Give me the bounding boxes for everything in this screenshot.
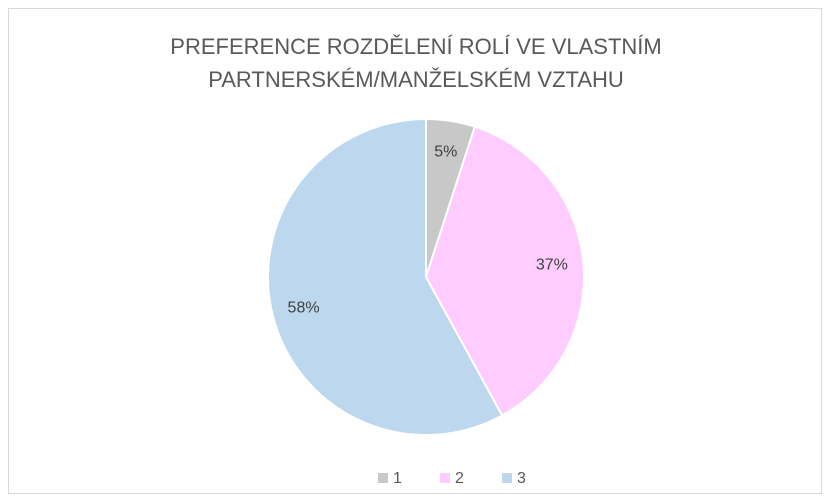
legend-swatch xyxy=(502,473,512,483)
legend-swatch xyxy=(440,473,450,483)
legend-label: 3 xyxy=(517,470,526,487)
legend-swatch xyxy=(378,473,388,483)
data-label: 58% xyxy=(288,300,320,317)
chart-title: PREFERENCE ROZDĚLENÍ ROLÍ VE VLASTNÍM PA… xyxy=(170,34,662,92)
pie-slice xyxy=(267,117,504,436)
data-label: 5% xyxy=(434,143,457,160)
legend-label: 1 xyxy=(393,470,402,487)
data-label: 37% xyxy=(536,256,568,273)
legend-label: 2 xyxy=(455,470,464,487)
pie-slice xyxy=(424,125,585,417)
chart-frame xyxy=(8,8,822,494)
